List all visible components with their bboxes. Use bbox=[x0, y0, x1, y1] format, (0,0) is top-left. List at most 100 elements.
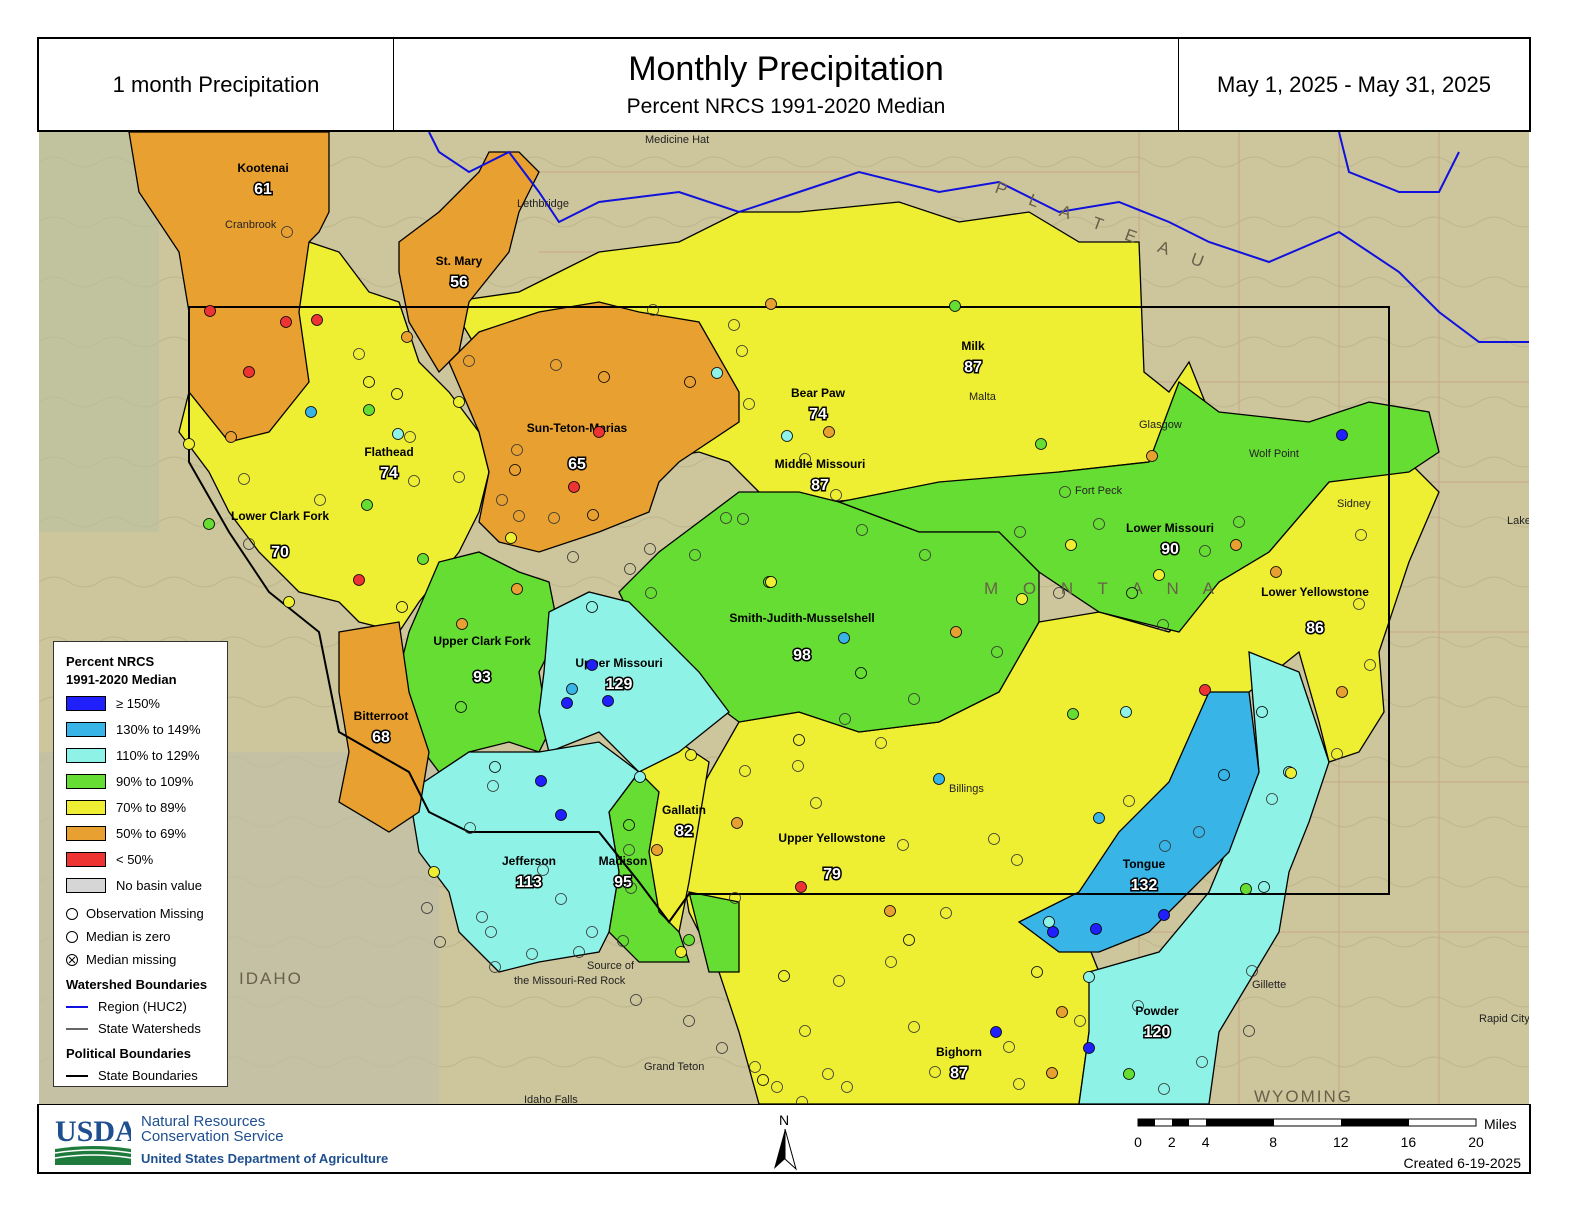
station-marker bbox=[392, 428, 404, 440]
label-madison: Madison bbox=[599, 854, 648, 868]
station-marker-missing bbox=[421, 902, 433, 914]
station-marker-missing bbox=[736, 345, 748, 357]
station-marker bbox=[183, 438, 195, 450]
legend-title-1: Percent NRCS bbox=[66, 654, 155, 669]
basin-kootenai[interactable] bbox=[128, 132, 330, 443]
station-marker bbox=[509, 464, 521, 476]
basin-st-mary[interactable] bbox=[398, 151, 540, 374]
station-marker bbox=[838, 632, 850, 644]
usda-dept-name: United States Department of Agriculture bbox=[141, 1151, 389, 1166]
state-line-icon bbox=[66, 1074, 88, 1077]
legend: Percent NRCS 1991-2020 Median ≥ 150% 130%… bbox=[53, 641, 228, 1087]
station-marker bbox=[1123, 1068, 1135, 1080]
station-marker-missing bbox=[463, 355, 475, 367]
station-marker-missing bbox=[908, 693, 920, 705]
basin-powder[interactable] bbox=[1078, 651, 1330, 1104]
basin-upper-missouri[interactable] bbox=[538, 591, 730, 773]
value-kootenai: 61 bbox=[254, 181, 272, 198]
scale-tick-label: 8 bbox=[1269, 1134, 1277, 1150]
station-marker-missing bbox=[856, 524, 868, 536]
station-marker-missing bbox=[940, 907, 952, 919]
station-marker bbox=[757, 1074, 769, 1086]
station-marker bbox=[778, 970, 790, 982]
value-sun-teton-marias: 65 bbox=[568, 456, 586, 473]
basin-sun-teton-marias[interactable] bbox=[448, 301, 740, 553]
station-marker-missing bbox=[408, 475, 420, 487]
station-marker bbox=[311, 314, 323, 326]
station-marker bbox=[363, 376, 375, 388]
station-marker-missing bbox=[1353, 598, 1365, 610]
place-idaho-falls: Idaho Falls bbox=[524, 1094, 578, 1104]
period-label: 1 month Precipitation bbox=[39, 39, 394, 130]
station-marker bbox=[683, 934, 695, 946]
station-marker bbox=[561, 697, 573, 709]
station-marker-missing bbox=[796, 1096, 808, 1104]
value-lower-missouri: 90 bbox=[1161, 541, 1179, 558]
legend-state-bound: State Boundaries bbox=[66, 1068, 198, 1083]
basin-tongue[interactable] bbox=[1017, 691, 1260, 953]
svg-text:N: N bbox=[779, 1112, 789, 1128]
map-canvas[interactable]: Kootenai 61 St. Mary 56 Sun-Teton-Marias… bbox=[39, 132, 1529, 1104]
station-marker-missing bbox=[513, 510, 525, 522]
legend-swatch bbox=[66, 722, 106, 737]
label-gallatin: Gallatin bbox=[662, 803, 706, 817]
place-wolf-point: Wolf Point bbox=[1249, 448, 1299, 460]
value-upper-yellowstone: 79 bbox=[823, 866, 841, 883]
label-smith-judith-musselshell: Smith-Judith-Musselshell bbox=[729, 611, 874, 625]
value-smith-judith-musselshell: 98 bbox=[793, 647, 811, 664]
station-marker bbox=[1230, 539, 1242, 551]
label-upper-yellowstone: Upper Yellowstone bbox=[778, 831, 885, 845]
station-marker bbox=[823, 426, 835, 438]
station-marker-missing bbox=[799, 453, 811, 465]
basin-bitterroot[interactable] bbox=[338, 621, 430, 833]
basin-madison-south bbox=[688, 891, 740, 973]
date-range: May 1, 2025 - May 31, 2025 bbox=[1217, 71, 1491, 97]
station-marker bbox=[990, 1026, 1002, 1038]
place-glasgow: Glasgow bbox=[1139, 419, 1182, 431]
usda-logo: USDA bbox=[54, 1113, 137, 1165]
label-upper-clark-fork: Upper Clark Fork bbox=[433, 634, 531, 648]
value-madison: 95 bbox=[614, 874, 632, 891]
basin-labels: Kootenai 61 St. Mary 56 Sun-Teton-Marias… bbox=[231, 161, 1369, 1084]
label-lower-yellowstone: Lower Yellowstone bbox=[1261, 585, 1369, 599]
legend-class-label: No basin value bbox=[116, 878, 202, 893]
value-tongue: 132 bbox=[1131, 877, 1158, 894]
basin-lower-missouri[interactable] bbox=[836, 380, 1440, 633]
circle-icon bbox=[66, 907, 78, 920]
station-marker-missing bbox=[489, 961, 501, 973]
value-powder: 120 bbox=[1144, 1024, 1171, 1041]
legend-state-bound-label: State Boundaries bbox=[98, 1068, 198, 1083]
station-marker bbox=[586, 659, 598, 671]
station-marker-missing bbox=[988, 833, 1000, 845]
legend-class-ge150: ≥ 150% bbox=[66, 696, 160, 711]
place-gillette: Gillette bbox=[1252, 979, 1286, 991]
station-marker-missing bbox=[630, 994, 642, 1006]
station-marker bbox=[1120, 706, 1132, 718]
value-lower-clark-fork: 70 bbox=[271, 544, 289, 561]
station-marker-missing bbox=[464, 822, 476, 834]
station-marker bbox=[280, 316, 292, 328]
station-marker-missing bbox=[1266, 793, 1278, 805]
station-marker-missing bbox=[353, 348, 365, 360]
station-marker bbox=[651, 844, 663, 856]
title-block: Monthly Precipitation Percent NRCS 1991-… bbox=[394, 39, 1179, 130]
basin-jefferson[interactable] bbox=[408, 741, 640, 973]
place-malta: Malta bbox=[969, 391, 997, 403]
station-marker-missing bbox=[487, 780, 499, 792]
legend-class-label: 130% to 149% bbox=[116, 722, 201, 737]
legend-obs-missing-label: Observation Missing bbox=[86, 906, 204, 921]
station-marker-missing bbox=[908, 1021, 920, 1033]
station-marker-missing bbox=[919, 549, 931, 561]
legend-state-ws: State Watersheds bbox=[66, 1021, 201, 1036]
station-marker bbox=[795, 881, 807, 893]
basin-map-svg[interactable]: Kootenai 61 St. Mary 56 Sun-Teton-Marias… bbox=[39, 132, 1529, 1104]
station-marker bbox=[1256, 706, 1268, 718]
legend-class-nobasin: No basin value bbox=[66, 878, 202, 893]
station-marker bbox=[1336, 429, 1348, 441]
legend-class-label: 110% to 129% bbox=[116, 748, 200, 763]
station-marker bbox=[684, 376, 696, 388]
station-marker bbox=[505, 532, 517, 544]
station-marker bbox=[587, 509, 599, 521]
station-marker bbox=[566, 683, 578, 695]
label-lower-clark-fork: Lower Clark Fork bbox=[231, 509, 329, 523]
